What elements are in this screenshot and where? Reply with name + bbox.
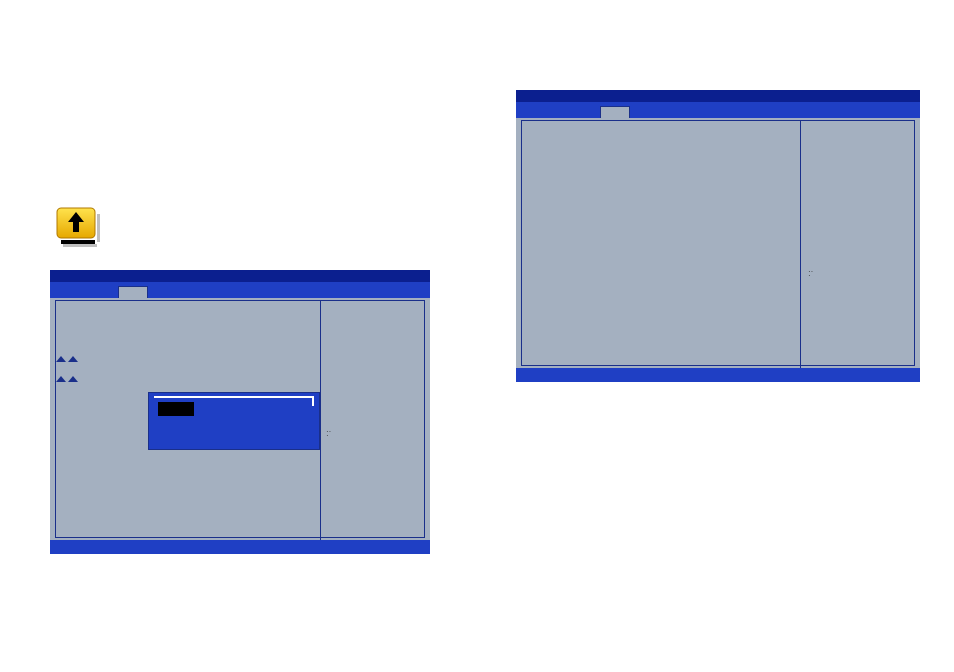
body-border-right — [521, 120, 915, 366]
tab-left[interactable] — [118, 286, 148, 298]
tick-left-1 — [320, 438, 321, 444]
tab-strip-left — [50, 282, 430, 298]
bottom-bar-left — [50, 540, 430, 554]
tab-strip-right — [516, 102, 920, 118]
vsplit-right — [800, 120, 801, 368]
vsplit-left — [320, 300, 321, 540]
corner-mark-right: ··· — [808, 270, 813, 278]
upload-icon — [55, 206, 100, 248]
triangle-1 — [56, 356, 66, 362]
triangle-3 — [56, 376, 66, 382]
corner-mark-left: ··· — [326, 430, 331, 438]
triangle-2 — [68, 356, 78, 362]
bottom-bar-right — [516, 368, 920, 382]
inner-black-block — [158, 402, 194, 416]
title-bar-right — [516, 90, 920, 102]
panel-right — [516, 90, 920, 382]
triangle-4 — [68, 376, 78, 382]
title-bar-left — [50, 270, 430, 282]
tab-right[interactable] — [600, 106, 630, 118]
